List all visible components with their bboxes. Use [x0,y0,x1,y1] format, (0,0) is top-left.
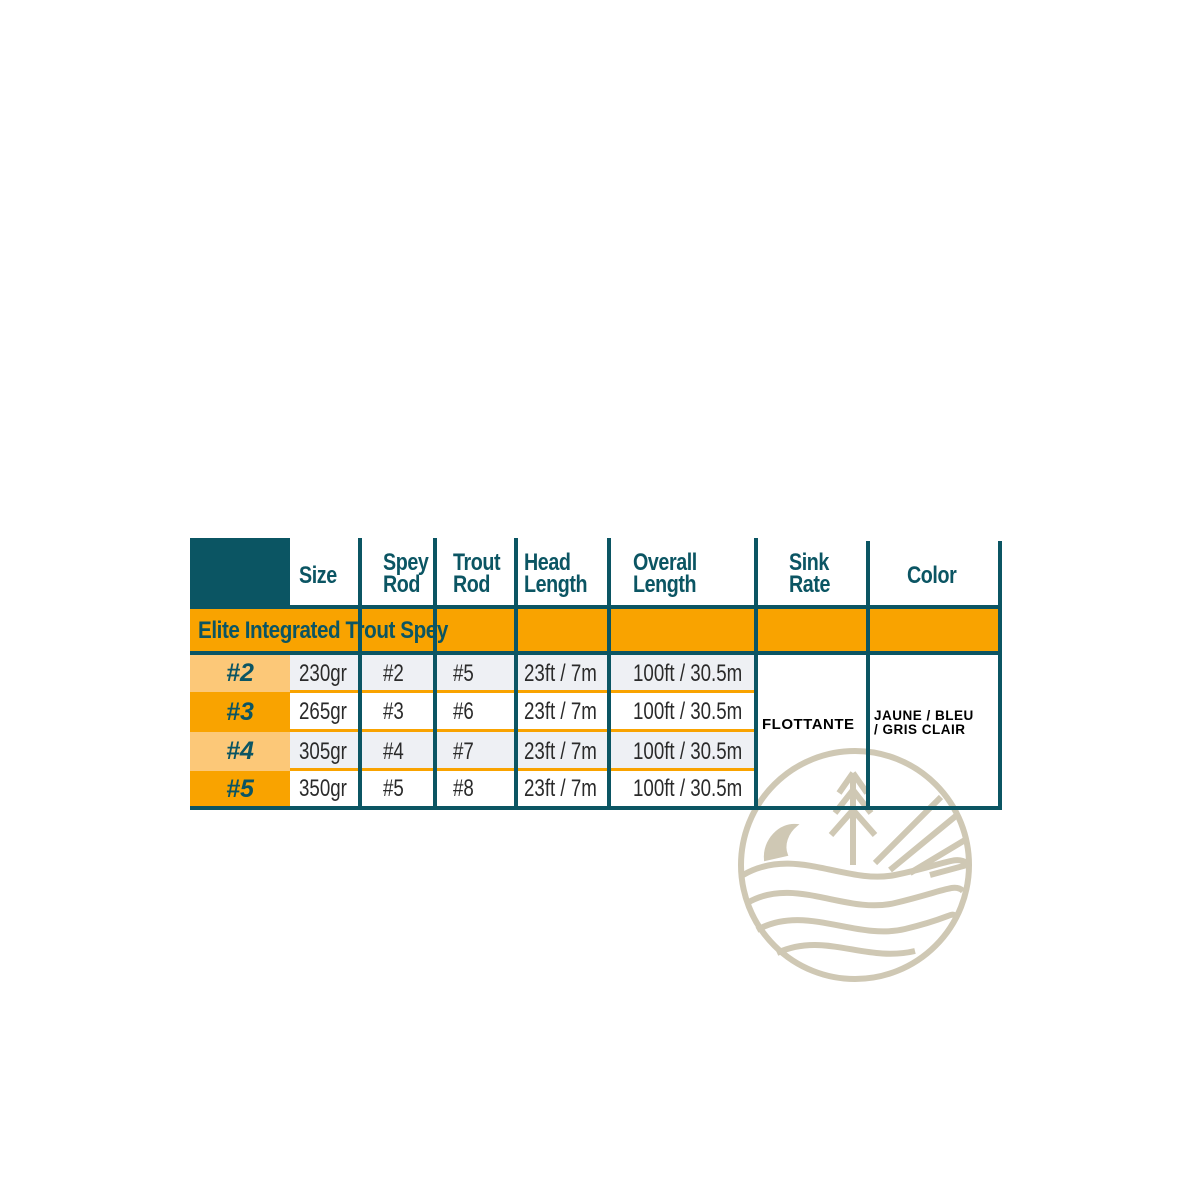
cell-trout-rod: #8 [453,775,474,802]
column-line [514,538,518,810]
divider [190,651,1002,655]
row-separator [290,768,756,771]
header-spey-rod: Spey Rod [383,549,429,598]
color-value: JAUNE / BLEU / GRIS CLAIR [874,709,974,737]
color-line: / GRIS CLAIR [874,722,966,737]
cell-line: #2 [226,659,254,687]
cell-spey-rod: #4 [383,737,404,765]
header-trout-rod: Trout Rod [453,549,501,598]
nature-badge-icon [738,748,972,982]
header-text: Head [524,549,571,576]
header-text: Rod [383,571,421,598]
column-line [998,541,1002,810]
row-bg [190,655,290,692]
cell-size: 230gr [299,659,347,687]
cell-size: 350gr [299,775,347,802]
header-text: Rod [453,571,491,598]
cell-head-length: 23ft / 7m [524,659,597,687]
cell-line: #5 [226,774,254,803]
header-text: Length [524,571,588,598]
header-text: Trout [453,549,501,576]
column-line [433,538,437,810]
column-line [754,538,758,810]
row-bg [290,655,756,692]
cell-overall-length: 100ft / 30.5m [633,775,743,802]
header-text: Size [299,562,337,589]
row-bg [190,732,290,771]
row-separator [290,690,756,693]
column-line [358,538,362,810]
row-bg [290,732,756,771]
cell-head-length: 23ft / 7m [524,698,597,725]
product-name: Elite Integrated Trout Spey [198,617,448,644]
cell-overall-length: 100ft / 30.5m [633,737,743,765]
header-text: Sink [789,549,829,576]
row-bg [190,771,290,807]
divider [190,605,1002,609]
row-bg [190,692,290,732]
color-line: JAUNE / BLEU [874,708,974,723]
header-head-length: Head Length [524,549,588,598]
sink-rate-value: FLOTTANTE [762,716,855,733]
cell-size: 305gr [299,737,347,765]
column-line [607,538,611,810]
header-text: Overall [633,549,697,576]
cell-spey-rod: #5 [383,775,404,802]
cell-spey-rod: #3 [383,698,404,725]
table-bottom-border [190,806,1002,810]
header-size: Size [299,562,337,589]
cell-line: #4 [226,737,254,765]
cell-spey-rod: #2 [383,659,404,687]
cell-trout-rod: #7 [453,737,474,765]
cell-overall-length: 100ft / 30.5m [633,698,743,725]
cell-trout-rod: #5 [453,659,474,687]
header-text: Color [907,562,957,589]
header-corner [190,538,290,608]
cell-head-length: 23ft / 7m [524,775,597,802]
header-text: Length [633,571,697,598]
row-separator [290,729,756,732]
header-color: Color [907,562,957,589]
cell-head-length: 23ft / 7m [524,737,597,765]
cell-trout-rod: #6 [453,698,474,725]
cell-overall-length: 100ft / 30.5m [633,659,743,687]
column-line [866,541,870,810]
header-text: Rate [789,571,831,598]
cell-size: 265gr [299,698,347,725]
header-text: Spey [383,549,429,576]
cell-line: #3 [226,697,254,726]
header-overall-length: Overall Length [633,549,697,598]
header-sink-rate: Sink Rate [789,549,831,598]
